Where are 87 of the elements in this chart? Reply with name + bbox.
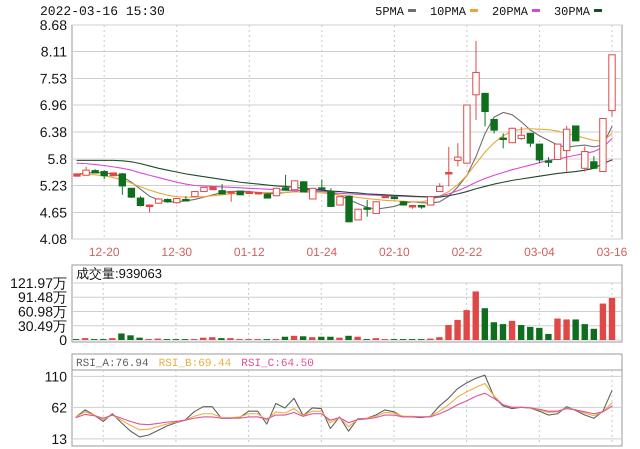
- bar: [436, 337, 443, 340]
- y-tick-label: 13: [51, 430, 68, 447]
- bar: [536, 328, 543, 340]
- y-tick-label: 110: [44, 368, 68, 384]
- bar: [582, 324, 588, 340]
- candlestick: [581, 146, 588, 172]
- bar: [209, 337, 216, 340]
- bar: [472, 291, 479, 340]
- y-tick-label: 4.65: [40, 204, 68, 220]
- bar: [300, 336, 306, 340]
- candlestick: [590, 156, 598, 170]
- y-tick-label: 91.48万: [18, 289, 67, 306]
- y-tick-label: 5.8: [48, 150, 68, 167]
- line-series: [75, 374, 613, 438]
- bar: [518, 325, 524, 340]
- bar: [590, 328, 598, 340]
- candlestick: [499, 132, 507, 149]
- candlestick: [327, 188, 335, 208]
- bar: [545, 334, 552, 340]
- y-tick-label: 8.68: [40, 17, 68, 33]
- bar: [482, 308, 488, 340]
- x-tick-label: 01-24: [306, 245, 338, 259]
- candlestick: [318, 178, 326, 190]
- y-tick-label: 4.08: [40, 231, 68, 247]
- bar: [318, 336, 324, 340]
- y-tick-label: 6.38: [40, 124, 68, 140]
- y-tick-label: 30.49万: [18, 318, 67, 334]
- bar: [309, 337, 316, 340]
- candlestick: [481, 92, 489, 127]
- candlestick: [526, 132, 534, 148]
- bar: [572, 319, 579, 340]
- candlestick: [536, 143, 544, 164]
- text: RSI_B:69.44: [158, 358, 232, 370]
- x-tick-label: 03-16: [596, 245, 628, 259]
- y-tick-label: 7.53: [40, 70, 68, 86]
- candlestick: [363, 199, 371, 218]
- bar: [463, 310, 470, 340]
- bar: [600, 304, 606, 340]
- chart-title: 成交量:939063: [76, 266, 162, 281]
- y-tick-label: 0: [59, 332, 68, 348]
- candlestick: [354, 208, 362, 221]
- y-tick-label: 62: [51, 399, 68, 416]
- y-tick-label: 6.96: [40, 97, 68, 114]
- bar: [508, 320, 516, 340]
- y-tick-label: 121.97万: [10, 275, 67, 291]
- candlestick: [445, 146, 452, 187]
- candlestick: [218, 184, 226, 195]
- candlestick: [472, 40, 480, 120]
- text: RSI_A:76.94: [76, 358, 150, 370]
- x-tick-label: 12-30: [161, 245, 192, 259]
- bar: [327, 336, 334, 340]
- x-tick-label: 02-22: [452, 245, 483, 259]
- line-series: [75, 382, 613, 430]
- legend-label: 5PMA: [375, 5, 405, 19]
- candlestick: [282, 174, 290, 192]
- candlestick: [490, 118, 498, 134]
- y-tick-label: 8.11: [40, 44, 68, 60]
- legend-label: 30PMA: [554, 5, 591, 19]
- bar: [118, 333, 125, 340]
- candlestick: [227, 191, 235, 202]
- x-tick-label: 02-10: [379, 245, 410, 259]
- bar: [608, 298, 616, 340]
- bar: [445, 325, 452, 340]
- y-tick-label: 5.23: [40, 178, 68, 194]
- x-tick-label: 03-04: [524, 245, 556, 259]
- text: RSI_C:64.50: [241, 358, 314, 370]
- bar: [454, 320, 461, 340]
- line-series: [75, 392, 613, 426]
- candlestick: [118, 172, 126, 196]
- candlestick: [372, 200, 380, 214]
- bar: [527, 326, 534, 340]
- x-tick-label: 01-12: [234, 245, 265, 259]
- bar: [127, 335, 134, 340]
- bar: [282, 336, 288, 340]
- candlestick: [136, 196, 144, 207]
- legend-label: 10PMA: [430, 5, 467, 19]
- legend-label: 20PMA: [492, 5, 529, 19]
- bar: [554, 318, 561, 340]
- x-tick-label: 12-20: [88, 245, 120, 259]
- bar: [500, 324, 506, 340]
- bar: [490, 322, 498, 340]
- y-tick-label: 60.98万: [18, 304, 67, 320]
- candlestick: [544, 156, 552, 168]
- bar: [354, 336, 361, 340]
- chart-title: 2022-03-16 15:30: [40, 4, 165, 19]
- bar: [563, 319, 570, 340]
- candlestick: [572, 124, 580, 142]
